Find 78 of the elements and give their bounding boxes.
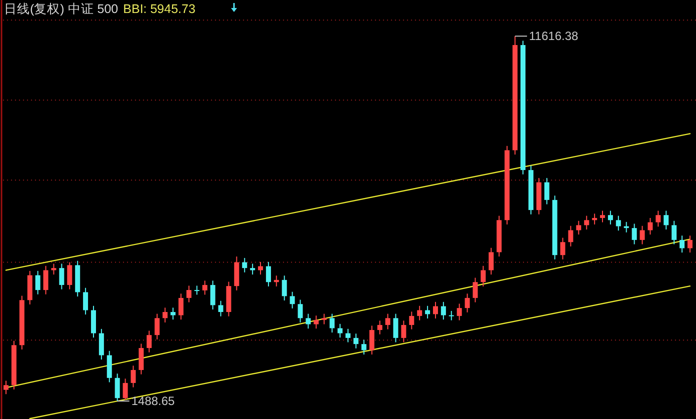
candlestick <box>51 263 56 276</box>
candlestick <box>640 225 645 245</box>
candlestick <box>154 313 160 340</box>
candlestick <box>377 320 382 335</box>
candlestick <box>43 265 48 295</box>
candlestick <box>178 293 184 320</box>
candlestick <box>448 310 454 321</box>
candlestick <box>138 343 144 375</box>
candlestick <box>560 237 566 260</box>
candlestick <box>385 313 390 330</box>
candlestick <box>680 235 685 254</box>
candlestick <box>59 263 64 290</box>
candlestick <box>4 380 8 395</box>
candlestick <box>592 213 598 225</box>
candlestick <box>608 210 613 225</box>
candlestick <box>194 285 200 296</box>
candlestick <box>440 301 446 320</box>
candlestick <box>425 305 430 319</box>
candlestick <box>600 210 606 223</box>
candlestick <box>67 262 72 290</box>
candlestick <box>234 256 240 291</box>
candlestick <box>417 305 422 321</box>
candlestick <box>258 261 264 276</box>
candlestick <box>210 280 216 310</box>
chart-title: 日线(复权) 中证 500 <box>4 2 118 16</box>
candlestick <box>409 311 414 330</box>
candlestick <box>35 270 40 295</box>
candlestick <box>338 323 343 338</box>
candlestick <box>250 263 256 276</box>
candlestick <box>330 313 335 334</box>
candlestick <box>298 299 303 323</box>
candlestick <box>664 210 669 230</box>
candlestick <box>90 305 96 338</box>
candlestick <box>576 220 582 236</box>
candlestick <box>616 215 621 232</box>
chart-subtitle: BBI: 5945.73 <box>123 2 196 16</box>
candlestick <box>202 280 208 296</box>
candlestick <box>170 307 176 320</box>
candlestick <box>314 315 319 330</box>
annotation: 1488.65 <box>131 394 176 408</box>
candlestick <box>274 275 279 287</box>
annotation: 11616.38 <box>529 29 579 44</box>
candlestick <box>456 303 462 321</box>
candlestick <box>346 328 350 343</box>
candlestick <box>688 235 692 254</box>
candlestick <box>361 339 366 356</box>
candlestick <box>146 330 152 353</box>
candlestick <box>488 247 494 276</box>
candlestick <box>353 333 358 349</box>
candlestick <box>306 313 311 330</box>
candlestick <box>130 365 136 388</box>
candlestick <box>672 220 677 245</box>
candlestick <box>432 301 438 319</box>
candlestick <box>218 300 224 317</box>
candlestick <box>106 350 112 383</box>
candlestick <box>98 328 104 360</box>
candlestick <box>472 277 478 303</box>
candlestick <box>401 320 406 343</box>
candlestick <box>656 210 661 228</box>
candlestick <box>632 223 637 245</box>
candlestick <box>584 215 590 230</box>
candlestick <box>114 373 120 402</box>
candlestick <box>186 285 192 303</box>
candlestick <box>393 313 398 343</box>
candlestick <box>122 378 128 400</box>
candlestick <box>568 225 574 247</box>
candlestick <box>322 313 327 325</box>
candlestick <box>480 265 486 287</box>
candlestick <box>282 275 287 301</box>
candlestick <box>464 293 470 313</box>
candlestick <box>162 307 168 323</box>
candlestick <box>290 291 295 309</box>
candlestick <box>369 325 374 356</box>
candlestick <box>83 287 88 316</box>
candlestick <box>648 217 653 236</box>
candlestick <box>266 261 271 287</box>
candlestick <box>544 177 550 205</box>
candlestick <box>242 257 248 273</box>
